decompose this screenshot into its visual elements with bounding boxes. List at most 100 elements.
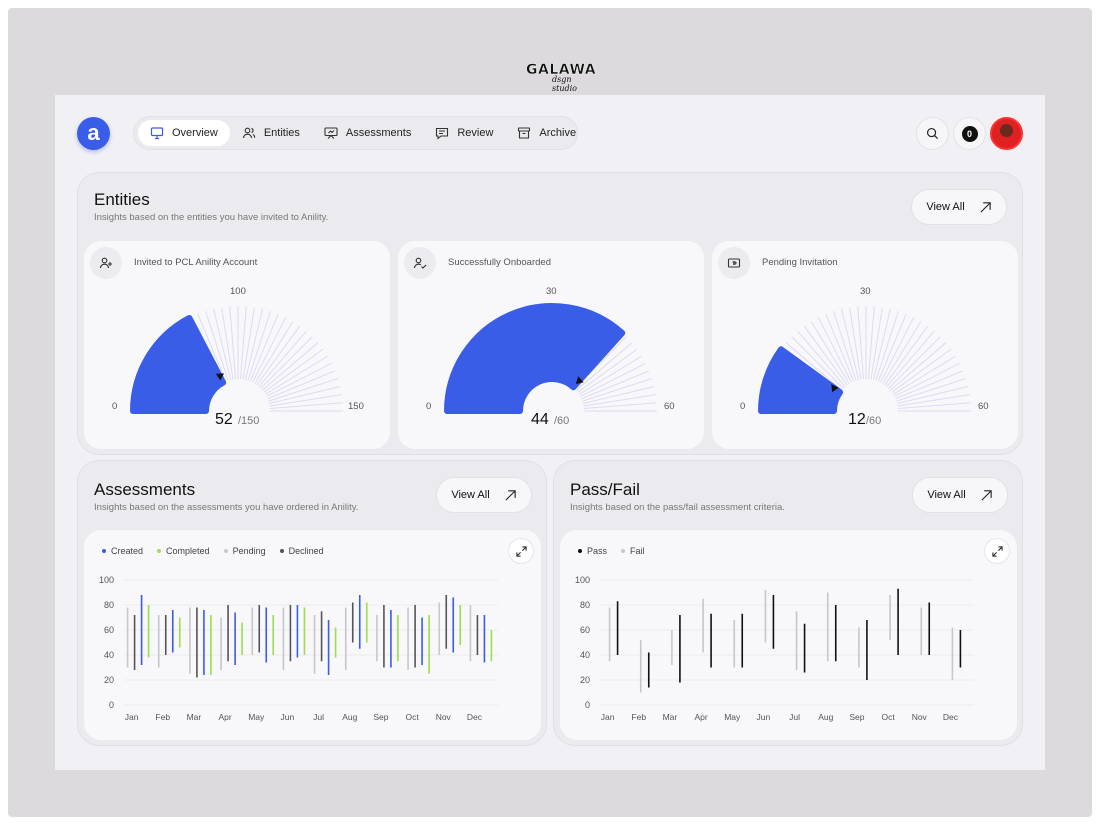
users-icon	[242, 126, 256, 140]
x-tick-label: Feb	[631, 712, 646, 722]
gauge-spoke	[268, 386, 341, 405]
gauge-spoke	[803, 325, 848, 386]
gauge-fill	[130, 314, 227, 414]
gauge-spoke	[877, 313, 907, 382]
gauge-spoke	[817, 317, 852, 383]
x-tick-label: Oct	[881, 712, 895, 722]
gauge-min-tick: 0	[740, 401, 746, 412]
gauge-top-tick: 100	[230, 286, 246, 297]
gauge-fill	[758, 346, 844, 414]
view-all-label: View All	[926, 201, 965, 213]
x-tick-label: Sep	[373, 712, 388, 722]
y-tick-label: 40	[104, 650, 114, 660]
x-tick-label: Jan	[125, 712, 139, 722]
gauge-denominator: /60	[554, 415, 570, 427]
legend-completed: Completed	[157, 546, 210, 556]
y-tick-label: 60	[580, 625, 590, 635]
gauge-spoke	[269, 394, 342, 407]
passfail-title: Pass/Fail	[570, 480, 640, 499]
gauge-pointer	[215, 373, 224, 381]
gauge-spoke	[880, 317, 915, 383]
gauge-spoke	[857, 306, 864, 380]
gauge-spoke	[254, 321, 294, 384]
view-all-label: View All	[927, 489, 966, 501]
x-tick-label: Dec	[943, 712, 959, 722]
gauge-value: 44	[531, 411, 549, 428]
nav-item-entities[interactable]: Entities	[230, 120, 312, 146]
x-tick-label: Nov	[436, 712, 452, 722]
expand-icon	[991, 545, 1003, 557]
x-tick-label: Feb	[155, 712, 170, 722]
nav-item-review[interactable]: Review	[423, 120, 505, 146]
arrow-up-right-icon	[980, 201, 991, 213]
search-button[interactable]	[916, 117, 949, 150]
x-tick-label: Jan	[601, 712, 615, 722]
gauge-card-invited: Invited to PCL Anility Account 0 100 150…	[83, 240, 391, 450]
passfail-view-all-button[interactable]: View All	[912, 477, 1008, 513]
gauge-spoke	[895, 370, 964, 400]
gauge-spoke	[213, 308, 232, 381]
entities-view-all-button[interactable]: View All	[911, 189, 1007, 225]
assessments-legend: Created Completed Pending Declined	[102, 546, 324, 556]
nav-label: Archive	[539, 127, 577, 139]
gauge-max-tick: 60	[978, 401, 989, 412]
assessments-chart: 0 20 40 60 80 100 Jan Feb Mar Apr May Jun Jul Aug Sep O…	[99, 575, 498, 722]
expand-chart-button[interactable]	[984, 538, 1010, 564]
gauge-spoke	[849, 307, 862, 380]
monitor-icon	[150, 126, 164, 140]
gauge-max-tick: 60	[664, 401, 675, 412]
gauge-spoke	[247, 310, 271, 381]
gauge-min-tick: 0	[426, 401, 432, 412]
expand-chart-button[interactable]	[508, 538, 534, 564]
legend-pass: Pass	[578, 546, 607, 556]
gauge-spoke	[583, 402, 657, 409]
gauge-top-tick: 30	[860, 286, 871, 297]
gauge-spoke	[884, 325, 929, 386]
app-logo[interactable]: a	[77, 117, 110, 150]
x-tick-label: Jul	[313, 712, 324, 722]
presentation-icon	[324, 126, 338, 140]
gauge-spoke	[894, 362, 960, 397]
notifications-button[interactable]: 0	[953, 117, 986, 150]
passfail-legend: Pass Fail	[578, 546, 645, 556]
nav-item-assessments[interactable]: Assessments	[312, 120, 423, 146]
legend-label: Fail	[630, 546, 645, 556]
gauge-spoke	[205, 310, 229, 381]
x-tick-label: Apr	[218, 712, 231, 722]
gauge-pointer	[575, 376, 584, 384]
gauge-spoke	[258, 330, 307, 387]
gauge-spoke	[268, 378, 339, 402]
passfail-subtitle: Insights based on the pass/fail assessme…	[570, 502, 785, 513]
gauge-spoke	[197, 313, 227, 382]
y-tick-label: 0	[109, 700, 114, 710]
gauge-spoke	[825, 313, 855, 382]
gauge-spoke	[256, 325, 301, 386]
avatar[interactable]	[990, 117, 1023, 150]
archive-icon	[517, 126, 531, 140]
gauge-value: 12	[848, 411, 866, 428]
gauge-spoke	[577, 348, 638, 393]
gauge-spoke	[875, 310, 899, 381]
gauge-spoke	[582, 386, 655, 405]
x-tick-label: Mar	[187, 712, 202, 722]
gauge-spoke	[896, 386, 969, 405]
assessments-title: Assessments	[94, 480, 196, 499]
ticket-icon	[718, 247, 750, 279]
gauge-spoke	[841, 308, 860, 381]
y-tick-label: 20	[580, 675, 590, 685]
nav-item-archive[interactable]: Archive	[505, 120, 588, 146]
gauge-spoke	[582, 378, 653, 402]
assessments-view-all-button[interactable]: View All	[436, 477, 532, 513]
card-label: Invited to PCL Anility Account	[134, 257, 258, 268]
gauge-spoke	[833, 310, 857, 381]
y-tick-label: 40	[580, 650, 590, 660]
gauge-value: 52	[215, 411, 233, 428]
x-tick-label: Mar	[663, 712, 678, 722]
x-tick-label: Sep	[849, 712, 864, 722]
gauge-chart	[758, 306, 971, 414]
nav-item-overview[interactable]: Overview	[138, 120, 230, 146]
gauge-spoke	[242, 307, 255, 380]
message-icon	[435, 126, 449, 140]
gauge-spoke	[870, 307, 883, 380]
notification-count: 0	[961, 125, 978, 142]
